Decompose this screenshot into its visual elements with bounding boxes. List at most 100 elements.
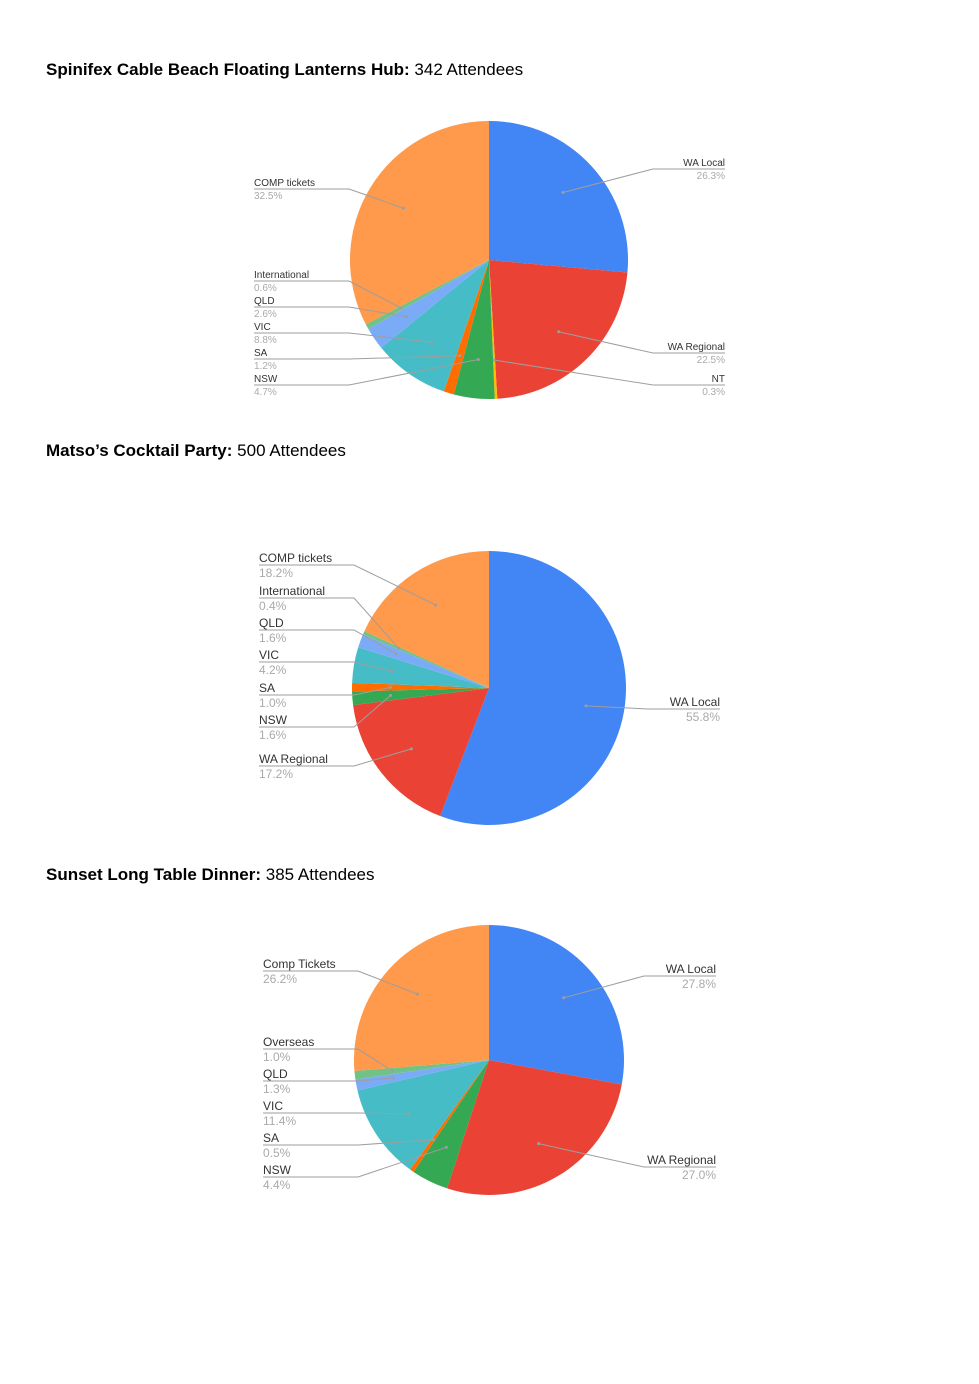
slice-label-wa-local: WA Local: [666, 962, 716, 976]
leader-line-qld: [263, 1077, 394, 1082]
pie-slice-qld: [358, 634, 489, 688]
leader-line-wa-regional: [259, 748, 412, 767]
slice-label-nsw: NSW: [254, 374, 278, 385]
leader-dot-nt: [492, 358, 496, 362]
slice-percent-overseas: 1.0%: [263, 1050, 291, 1064]
pie-chart-lanterns-hub: WA Local 26.3% WA Regional 22.5% NT 0.3% NSW 4.…: [254, 121, 725, 399]
attendee-count: 385 Attendees: [265, 865, 375, 884]
leader-dot-comp-tickets: [434, 603, 438, 607]
pie-slice-nsw: [352, 688, 489, 706]
leader-line-nsw: [263, 1146, 447, 1178]
slice-label-sa: SA: [259, 681, 275, 695]
slice-label-wa-regional: WA Regional: [259, 752, 328, 766]
leader-line-sa: [263, 1139, 434, 1146]
slice-labels: WA Local 26.3% WA Regional 22.5% NT 0.3% NSW 4.…: [254, 158, 725, 398]
pie-slice-qld: [355, 1060, 489, 1091]
leader-line-comp-tickets: [259, 564, 436, 606]
slice-percent-qld: 2.6%: [254, 309, 277, 320]
slice-label-vic: VIC: [259, 648, 279, 662]
slice-label-wa-local: WA Local: [683, 158, 725, 169]
pie-slice-vic: [357, 1060, 489, 1170]
slice-label-vic: VIC: [254, 322, 271, 333]
slice-label-comp-tickets: COMP tickets: [259, 551, 332, 565]
slice-label-nsw: NSW: [259, 713, 288, 727]
leader-dot-wa-regional: [537, 1142, 541, 1146]
slice-label-wa-regional: WA Regional: [647, 1153, 716, 1167]
slice-percent-wa-local: 55.8%: [686, 710, 720, 724]
pie-slice-qld: [368, 260, 489, 348]
slice-label-wa-regional: WA Regional: [668, 342, 725, 353]
leader-line-nsw: [254, 359, 479, 386]
slice-percent-sa: 0.5%: [263, 1146, 291, 1160]
pie-slice-nsw: [413, 1060, 489, 1189]
leader-dot-comp-tickets: [416, 992, 419, 996]
pie-slice-nt: [489, 260, 498, 399]
leader-dot-vic: [430, 340, 434, 344]
leader-line-wa-local: [585, 705, 720, 710]
pie-slice-international: [365, 260, 489, 329]
pie-slice-wa-regional: [489, 260, 628, 399]
slice-label-comp-tickets: COMP tickets: [254, 178, 315, 189]
slice-percent-nsw: 4.4%: [263, 1178, 291, 1192]
slice-percent-comp-tickets: 32.5%: [254, 191, 282, 202]
leader-line-sa: [259, 686, 391, 696]
leader-lines: [254, 168, 725, 386]
slice-percent-nsw: 1.6%: [259, 728, 287, 742]
slice-label-sa: SA: [254, 348, 268, 359]
slice-label-qld: QLD: [259, 616, 284, 630]
pie-slice-wa-local: [440, 551, 627, 825]
pie-slice-comp-tickets: [364, 551, 489, 688]
leader-line-nsw: [259, 695, 391, 728]
leader-lines: [259, 564, 720, 767]
leader-line-sa: [254, 355, 461, 360]
slice-percent-comp-tickets: 18.2%: [259, 566, 293, 580]
section-heading-3: Sunset Long Table Dinner: 385 Attendees: [46, 865, 374, 885]
pie-slice-vic: [352, 647, 489, 688]
slice-percent-international: 0.4%: [259, 599, 287, 613]
leader-line-wa-regional: [558, 331, 725, 354]
pie-slice-wa-local: [489, 925, 625, 1085]
slice-percent-comp-tickets: 26.2%: [263, 972, 297, 986]
pie-slice-wa-local: [489, 121, 629, 273]
leader-dot-nsw: [389, 693, 393, 697]
slice-percent-qld: 1.3%: [263, 1082, 291, 1096]
leader-dot-wa-regional: [557, 330, 561, 334]
slice-percent-wa-regional: 17.2%: [259, 767, 293, 781]
leader-dot-overseas: [390, 1069, 394, 1073]
leader-dot-vic: [406, 1112, 410, 1116]
slice-percent-vic: 8.8%: [254, 335, 277, 346]
slice-percent-international: 0.6%: [254, 283, 277, 294]
slice-percent-sa: 1.0%: [259, 696, 287, 710]
slice-label-wa-local: WA Local: [670, 695, 720, 709]
section-title: Sunset Long Table Dinner:: [46, 865, 262, 884]
slice-percent-nsw: 4.7%: [254, 387, 277, 398]
slice-label-international: International: [259, 584, 325, 598]
slice-label-qld: QLD: [254, 296, 275, 307]
slice-percent-wa-regional: 27.0%: [682, 1168, 716, 1182]
leader-dot-international: [399, 306, 403, 310]
section-title: Matso’s Cocktail Party:: [46, 441, 233, 460]
slice-percent-vic: 11.4%: [263, 1114, 296, 1128]
leader-line-wa-local: [562, 168, 725, 193]
section-heading-2: Matso’s Cocktail Party: 500 Attendees: [46, 441, 346, 461]
pie-slice-wa-regional: [447, 1060, 622, 1196]
leader-line-international: [254, 280, 402, 309]
slice-percent-nt: 0.3%: [702, 387, 725, 398]
slice-label-nsw: NSW: [263, 1163, 292, 1177]
section-title: Spinifex Cable Beach Floating Lanterns H…: [46, 60, 410, 79]
pie-slice-sa: [351, 682, 489, 692]
slice-percent-wa-regional: 22.5%: [697, 355, 725, 366]
leader-dot-international: [397, 646, 401, 650]
pie-slice-wa-regional: [353, 688, 489, 816]
leader-dot-wa-local: [562, 996, 566, 1000]
leader-dot-qld: [394, 652, 398, 656]
pie-slice-vic: [381, 260, 489, 392]
pie-slice-international: [362, 631, 489, 688]
slice-label-comp-tickets: Comp Tickets: [263, 957, 336, 971]
pie-slices: [353, 925, 625, 1196]
slice-label-qld: QLD: [263, 1067, 288, 1081]
leader-dot-wa-local: [561, 191, 565, 194]
leader-line-vic: [259, 661, 392, 672]
